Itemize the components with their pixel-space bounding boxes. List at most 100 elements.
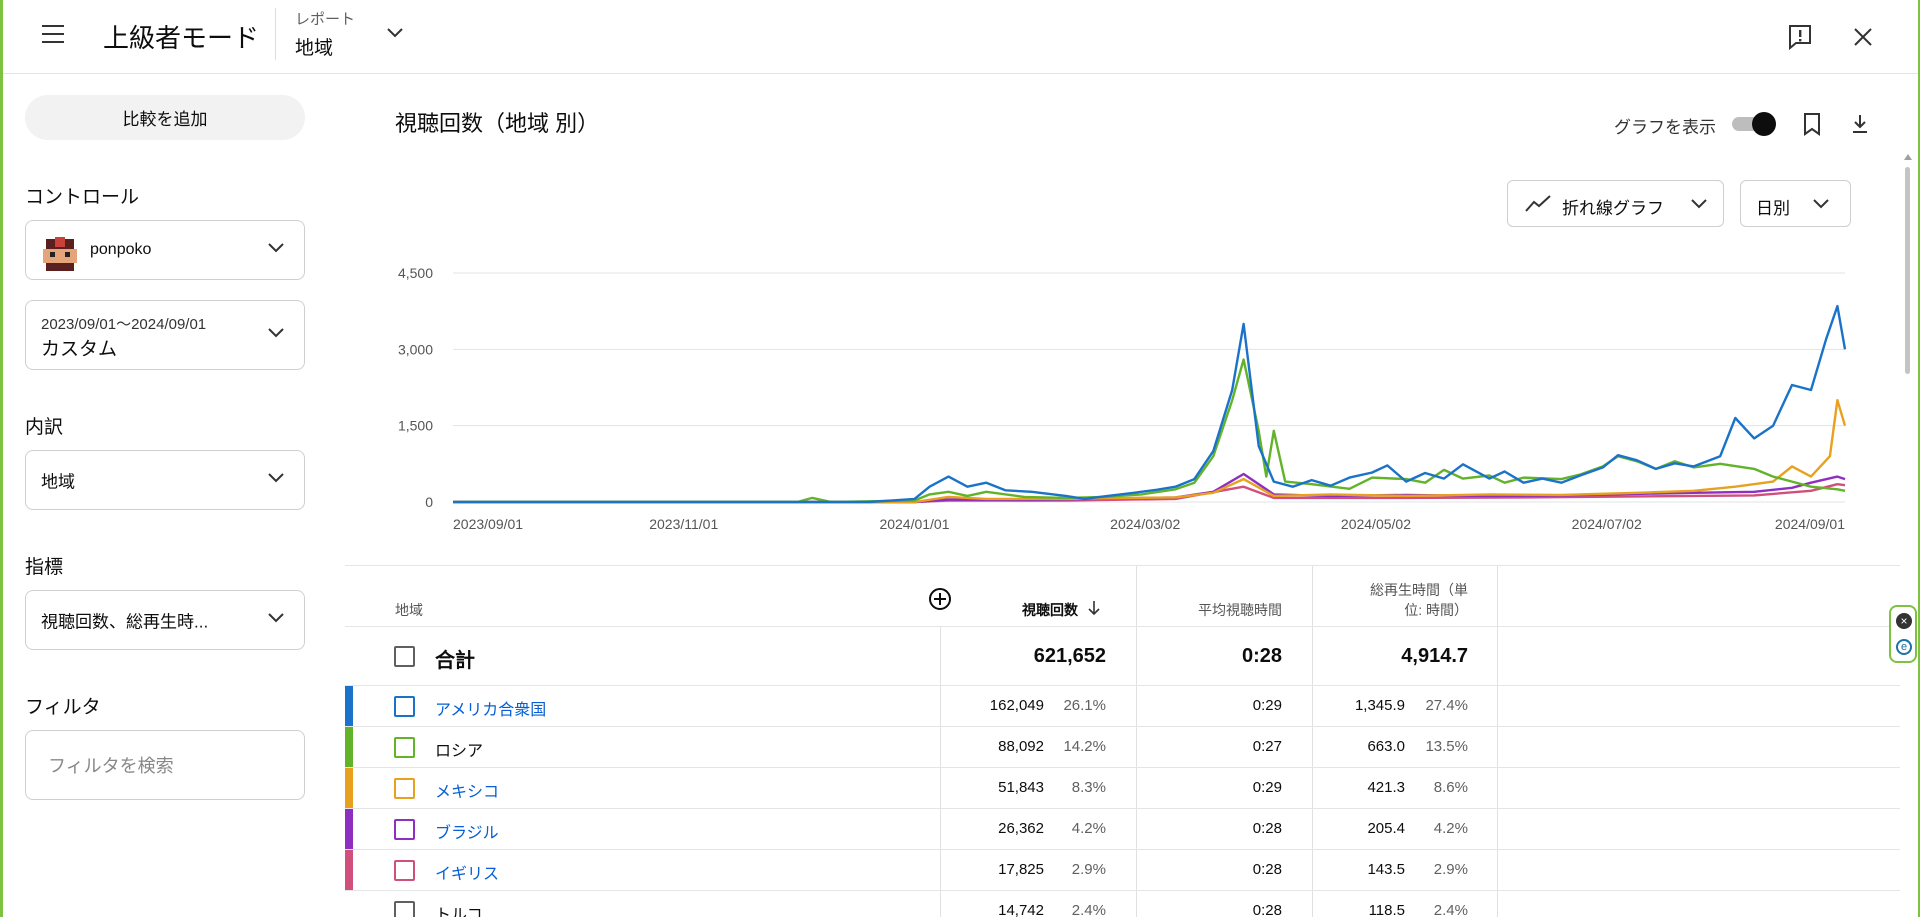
period-dropdown[interactable]: 日別 [1740, 180, 1851, 227]
region-name[interactable]: トルコ [435, 907, 483, 917]
series-color-bar [345, 850, 353, 890]
row-divider [345, 626, 1900, 627]
date-range-dropdown[interactable]: 2023/09/01〜2024/09/01 カスタム [25, 300, 305, 370]
bookmark-icon[interactable] [1798, 110, 1826, 138]
top-header: 上級者モード レポート 地域 [3, 0, 1918, 74]
sort-descending-icon[interactable] [1087, 600, 1101, 616]
add-column-icon[interactable] [928, 587, 952, 611]
series-color-bar [345, 686, 353, 726]
region-name[interactable]: ロシア [435, 743, 484, 760]
views-percent: 26.1% [1063, 697, 1106, 714]
channel-dropdown[interactable]: ponpoko [25, 220, 305, 280]
watch-time-percent: 2.4% [1433, 902, 1468, 917]
column-divider [1312, 566, 1313, 917]
row-divider [345, 685, 1900, 686]
row-checkbox[interactable] [394, 901, 415, 917]
total-watch-time: 4,914.7 [1401, 645, 1468, 667]
y-tick-label: 0 [425, 494, 433, 510]
total-label: 合計 [435, 650, 475, 672]
window-frame-right [1918, 0, 1920, 917]
metrics-dropdown[interactable]: 視聴回数、総再生時... [25, 590, 305, 650]
column-header-views[interactable]: 視聴回数 [1022, 602, 1078, 618]
watch-time-value: 1,345.9 [1354, 697, 1405, 714]
extension-badges[interactable]: × e [1889, 605, 1917, 663]
series-color-bar [345, 727, 353, 767]
report-caption: レポート [295, 11, 356, 28]
series-line [453, 399, 1847, 504]
series-line [453, 358, 1846, 504]
report-selector[interactable]: レポート 地域 [295, 8, 415, 59]
region-name[interactable]: アメリカ合衆国 [435, 702, 547, 719]
x-tick-label: 2024/07/02 [1572, 516, 1642, 532]
metrics-value: 視聴回数、総再生時... [41, 612, 209, 632]
column-header-watch-time-unit: 位: 時間） [1404, 602, 1468, 618]
column-header-region: 地域 [395, 602, 423, 618]
date-mode-text: カスタム [41, 339, 118, 360]
row-checkbox[interactable] [394, 860, 415, 881]
add-comparison-button[interactable]: 比較を追加 [25, 95, 305, 140]
report-value: 地域 [295, 38, 334, 59]
watch-time-percent: 8.6% [1433, 779, 1468, 796]
avg-duration-value: 0:27 [1252, 738, 1282, 755]
watch-time-value: 663.0 [1367, 738, 1405, 755]
chevron-down-icon [1813, 199, 1829, 209]
close-icon[interactable] [1848, 22, 1878, 52]
total-checkbox[interactable] [394, 646, 415, 667]
chevron-down-icon [1691, 199, 1707, 209]
period-label: 日別 [1756, 199, 1790, 218]
views-value: 17,825 [998, 861, 1044, 878]
x-tick-label: 2024/03/02 [1110, 516, 1180, 532]
series-color-bar [345, 809, 353, 849]
row-checkbox[interactable] [394, 696, 415, 717]
region-name[interactable]: イギリス [435, 866, 500, 883]
column-header-watch-time[interactable]: 総再生時間（単 [1370, 582, 1468, 598]
chart-type-dropdown[interactable]: 折れ線グラフ [1507, 180, 1724, 227]
filter-search-input[interactable]: フィルタを検索 [25, 730, 305, 800]
breakdown-value: 地域 [41, 472, 75, 492]
toggle-knob [1752, 112, 1776, 136]
date-range-text: 2023/09/01〜2024/09/01 [41, 316, 207, 333]
total-avg-duration: 0:28 [1241, 645, 1282, 667]
region-name[interactable]: メキシコ [435, 784, 500, 801]
avg-duration-value: 0:28 [1252, 820, 1282, 837]
chevron-down-icon [268, 473, 284, 483]
close-extension-icon[interactable]: × [1896, 613, 1912, 629]
show-graph-toggle[interactable] [1730, 112, 1776, 136]
breakdown-label: 内訳 [25, 417, 64, 438]
avg-duration-value: 0:29 [1252, 779, 1282, 796]
metrics-label: 指標 [25, 557, 64, 578]
y-tick-label: 4,500 [398, 265, 433, 281]
scroll-up-arrow[interactable] [1904, 154, 1912, 160]
views-percent: 2.9% [1071, 861, 1106, 878]
total-views: 621,652 [1033, 645, 1106, 667]
chevron-down-icon [268, 613, 284, 623]
row-divider [345, 890, 1900, 891]
chart-title: 視聴回数（地域 別） [395, 111, 600, 136]
x-tick-label: 2024/05/02 [1341, 516, 1411, 532]
line-chart: 4,500 3,000 1,500 0 2023/09/01 2023/11/01 2024… [398, 265, 1847, 532]
column-header-avg-duration[interactable]: 平均視聴時間 [1198, 602, 1282, 618]
watch-time-percent: 27.4% [1425, 697, 1468, 714]
feedback-icon[interactable] [1785, 22, 1815, 52]
channel-name: ponpoko [90, 241, 152, 258]
row-checkbox[interactable] [394, 737, 415, 758]
app-title: 上級者モード [103, 23, 260, 53]
column-divider [940, 626, 941, 917]
download-icon[interactable] [1846, 110, 1874, 138]
x-tick-label: 2023/11/01 [649, 516, 718, 532]
scrollbar-thumb[interactable] [1905, 167, 1910, 374]
views-percent: 2.4% [1071, 902, 1106, 917]
series-line [453, 304, 1847, 504]
views-value: 26,362 [998, 820, 1044, 837]
watch-time-percent: 2.9% [1433, 861, 1468, 878]
row-checkbox[interactable] [394, 819, 415, 840]
y-tick-label: 1,500 [398, 418, 433, 434]
x-tick-label: 2024/01/01 [879, 516, 949, 532]
region-name[interactable]: ブラジル [435, 825, 499, 842]
controls-label: コントロール [25, 187, 140, 208]
row-checkbox[interactable] [394, 778, 415, 799]
menu-icon[interactable] [39, 20, 67, 48]
breakdown-dropdown[interactable]: 地域 [25, 450, 305, 510]
extension-e-icon[interactable]: e [1896, 639, 1912, 655]
watch-time-value: 118.5 [1368, 902, 1405, 917]
